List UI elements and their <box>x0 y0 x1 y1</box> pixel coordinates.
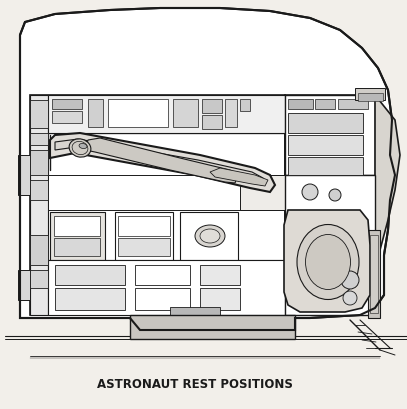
Bar <box>108 99 168 127</box>
Bar <box>355 88 385 100</box>
Bar <box>338 99 368 109</box>
Bar <box>118 216 170 236</box>
Circle shape <box>329 189 341 201</box>
Bar <box>30 95 285 315</box>
Ellipse shape <box>200 229 220 243</box>
Bar <box>288 99 313 109</box>
Bar <box>202 115 222 129</box>
Ellipse shape <box>195 225 225 247</box>
Bar <box>30 235 48 265</box>
Polygon shape <box>50 133 275 192</box>
Bar <box>30 133 48 145</box>
Bar <box>30 100 48 128</box>
Bar <box>55 288 125 310</box>
Bar <box>135 265 190 285</box>
Bar <box>202 99 222 113</box>
Bar <box>30 95 48 315</box>
Bar <box>285 175 375 315</box>
Ellipse shape <box>69 139 91 157</box>
Bar <box>288 135 363 155</box>
Bar <box>30 270 48 288</box>
Bar <box>173 99 198 127</box>
Bar <box>368 230 380 318</box>
Bar <box>225 99 237 127</box>
Bar <box>358 93 383 101</box>
Bar <box>115 212 173 260</box>
Bar <box>52 111 82 123</box>
Polygon shape <box>85 138 238 183</box>
Bar <box>315 99 335 109</box>
Polygon shape <box>375 95 400 260</box>
Bar <box>240 99 250 111</box>
Bar <box>200 288 240 310</box>
Text: ASTRONAUT REST POSITIONS: ASTRONAUT REST POSITIONS <box>97 378 293 391</box>
Bar <box>52 99 82 109</box>
Bar <box>285 95 375 175</box>
Bar <box>48 95 285 133</box>
Bar <box>54 216 100 236</box>
Polygon shape <box>55 139 263 185</box>
Bar <box>18 270 30 300</box>
Bar <box>50 212 105 260</box>
Circle shape <box>343 291 357 305</box>
Bar <box>240 175 285 210</box>
Circle shape <box>302 184 318 200</box>
Bar <box>285 95 375 175</box>
Bar <box>118 238 170 256</box>
Bar <box>18 155 30 195</box>
Polygon shape <box>284 210 370 312</box>
Bar <box>288 157 363 175</box>
Bar <box>135 288 190 310</box>
Circle shape <box>341 271 359 289</box>
Polygon shape <box>20 8 395 330</box>
Bar <box>88 99 103 127</box>
Bar <box>48 260 285 315</box>
Ellipse shape <box>306 234 350 290</box>
Bar <box>288 113 363 133</box>
Bar <box>30 150 48 175</box>
Bar <box>180 212 238 260</box>
Bar <box>170 307 220 315</box>
Bar <box>55 265 125 285</box>
Bar <box>54 238 100 256</box>
Bar <box>200 265 240 285</box>
Bar <box>285 175 375 315</box>
Bar <box>130 315 295 339</box>
Polygon shape <box>210 168 268 186</box>
Ellipse shape <box>79 144 87 148</box>
Bar <box>30 180 48 200</box>
Bar <box>48 175 285 210</box>
Bar <box>370 235 378 313</box>
Ellipse shape <box>297 225 359 299</box>
